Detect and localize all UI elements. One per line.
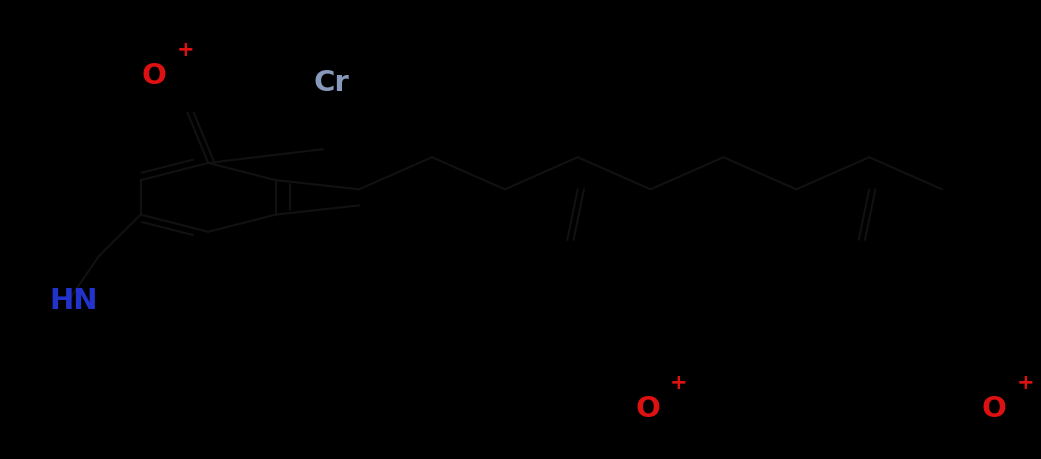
Text: +: + — [670, 373, 687, 393]
Text: O: O — [635, 394, 660, 423]
Text: +: + — [177, 40, 194, 61]
Text: +: + — [1017, 373, 1034, 393]
Text: O: O — [982, 394, 1007, 423]
Text: Cr: Cr — [313, 68, 349, 97]
Text: O: O — [142, 62, 167, 90]
Text: HN: HN — [50, 286, 98, 315]
